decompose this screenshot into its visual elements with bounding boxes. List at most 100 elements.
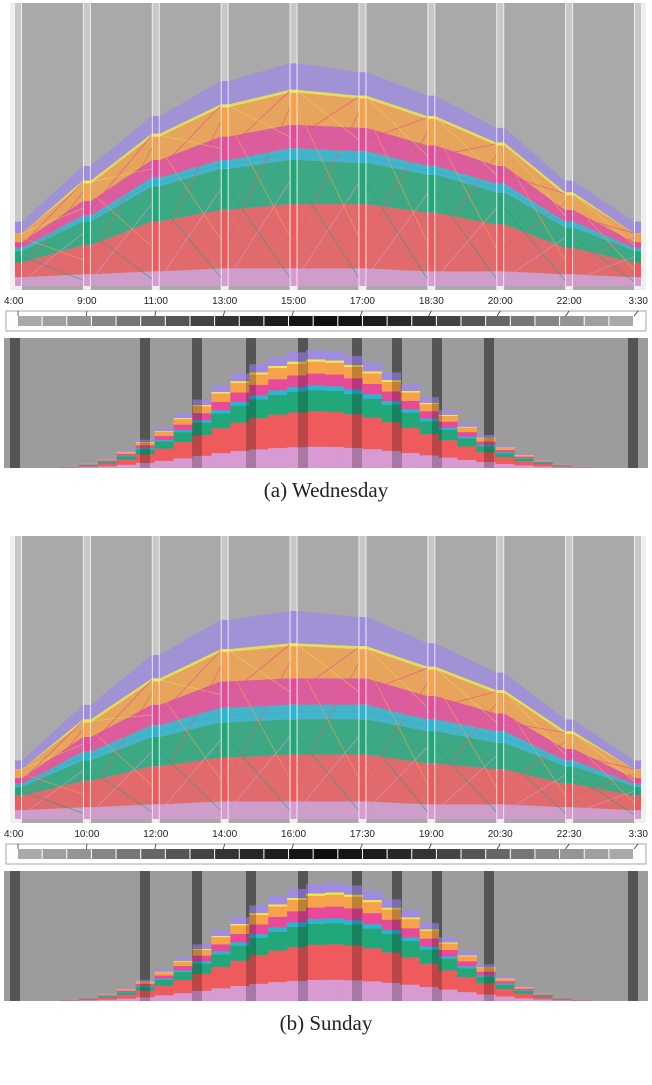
density-step-pink	[116, 453, 137, 456]
axis-segment-green	[497, 742, 504, 770]
density-step-teal	[306, 919, 326, 924]
ribbon-red	[366, 203, 428, 272]
density-step-orange	[419, 930, 440, 939]
density-step-lavender	[230, 917, 250, 924]
density-shade	[140, 338, 150, 468]
crossing-line	[228, 108, 290, 240]
density-step-green	[306, 390, 326, 412]
axis-segment-red	[221, 757, 228, 802]
crossing-line	[90, 729, 153, 786]
ribbon-yellow	[159, 104, 221, 137]
density-step-yellow	[343, 364, 364, 368]
axis-segment-teal	[359, 151, 366, 163]
heatmap-cell	[461, 849, 486, 859]
density-step-yellow	[457, 426, 477, 428]
density-step-lavender	[97, 993, 118, 995]
density-step-green	[192, 422, 212, 436]
density-step-lavender	[400, 910, 421, 918]
axis-segment-pink	[635, 242, 641, 248]
density-step-yellow	[438, 942, 458, 944]
density-shade	[10, 871, 20, 1001]
density-step-purple	[192, 990, 212, 1001]
density-step-orange	[438, 415, 458, 422]
density-step-orange	[249, 914, 269, 925]
density-step-orange	[173, 419, 193, 425]
axis-segment-green	[428, 174, 435, 213]
crossing-line	[503, 703, 566, 796]
density-step-pink	[135, 984, 156, 987]
heatmap-cell	[141, 849, 165, 859]
ribbon-orange	[435, 669, 497, 714]
axis-segment-purple	[635, 810, 641, 819]
axis-segment-yellow	[221, 649, 228, 653]
density-shade	[10, 338, 20, 468]
ribbon-teal	[90, 177, 152, 222]
crossing-line	[90, 666, 152, 713]
density-step-yellow	[249, 913, 269, 915]
density-step-pink	[97, 995, 118, 997]
density-step-red	[173, 980, 193, 994]
crossing-line	[572, 763, 635, 786]
axis-segment-pink	[566, 209, 573, 222]
density-step-purple	[306, 979, 326, 1001]
connector-line	[359, 843, 363, 850]
density-step-teal	[268, 390, 288, 395]
heatmap-cell	[313, 849, 338, 859]
caption-wednesday: (a) Wednesday	[263, 478, 389, 502]
axis-bar	[359, 536, 366, 617]
axis-segment-purple	[152, 271, 159, 286]
crossing-line	[159, 189, 221, 279]
connector-line	[633, 310, 639, 317]
density-step-green	[362, 398, 383, 418]
axis-segment-yellow	[290, 643, 297, 647]
crossing-line	[572, 256, 635, 281]
crossing-line	[366, 96, 428, 156]
axis-segment-green	[635, 250, 641, 263]
density-step-pink	[438, 950, 458, 957]
heatmap-cell	[264, 849, 289, 859]
ribbon-lavender	[228, 611, 290, 650]
ribbon-pink	[297, 678, 359, 705]
density-step-teal	[343, 920, 364, 925]
density-step-lavender	[154, 969, 175, 972]
density-step-lavender	[192, 944, 212, 949]
crossing-line	[435, 169, 497, 189]
density-step-orange	[495, 978, 515, 982]
density-step-orange	[192, 406, 212, 414]
density-step-pink	[287, 375, 307, 388]
x-tick-label: 22:00	[557, 296, 582, 307]
ribbon-green	[159, 168, 221, 222]
ribbon-purple	[159, 268, 221, 286]
crossing-line	[21, 743, 84, 770]
ribbon-teal	[504, 731, 566, 767]
crossing-line	[366, 746, 428, 811]
density-step-lavender	[287, 352, 307, 362]
ribbon-purple	[504, 271, 566, 286]
axis-segment-yellow	[221, 104, 228, 108]
density-step-orange	[135, 442, 156, 446]
crossing-line	[228, 90, 290, 149]
density-shade	[298, 871, 308, 1001]
crossing-line	[159, 692, 221, 780]
density-step-purple	[343, 447, 364, 468]
axis-segment-lavender	[359, 72, 366, 96]
crossing-line	[572, 741, 635, 804]
axis-bar	[359, 3, 366, 73]
density-step-yellow	[325, 892, 345, 895]
density-step-lavender	[457, 423, 477, 427]
axis-segment-red	[359, 754, 366, 802]
axis-segment-red	[83, 780, 90, 808]
density-step-yellow	[249, 372, 269, 375]
crossing-line	[159, 105, 221, 170]
ribbon-teal	[228, 148, 290, 169]
ribbon-purple	[22, 807, 83, 819]
ribbon-red	[228, 203, 290, 269]
crossing-line	[21, 773, 84, 795]
heatmap-cell	[165, 316, 190, 326]
axis-segment-purple	[83, 274, 90, 286]
density-step-yellow	[381, 380, 402, 382]
axis-segment-yellow	[428, 666, 435, 670]
axis-segment-red	[15, 262, 21, 278]
ribbon-teal	[366, 704, 428, 732]
crossing-line	[572, 193, 635, 246]
